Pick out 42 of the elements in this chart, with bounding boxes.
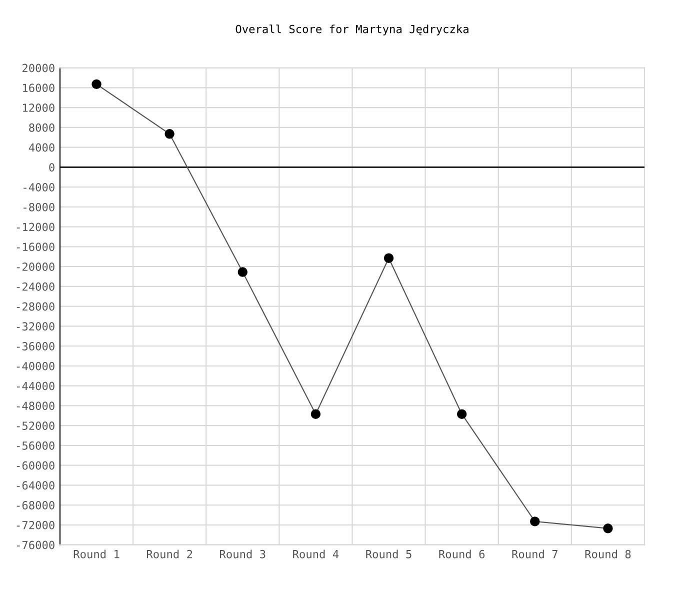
y-tick-label: 12000 xyxy=(23,104,54,112)
x-tick-label: Round 2 xyxy=(146,550,192,558)
y-tick-label: -44000 xyxy=(16,382,54,390)
chart-title: Overall Score for Martyna Jędryczka xyxy=(236,24,468,36)
y-tick-label: 0 xyxy=(49,163,54,172)
y-tick-label: -60000 xyxy=(16,461,54,470)
y-tick-label: -56000 xyxy=(16,441,54,450)
y-tick-label: -32000 xyxy=(16,322,54,331)
x-tick-label: Round 6 xyxy=(439,550,485,558)
y-tick-label: -36000 xyxy=(16,342,54,350)
y-tick-label: 20000 xyxy=(22,64,54,72)
y-tick-label: -12000 xyxy=(16,222,54,232)
y-tick-label: -64000 xyxy=(16,481,54,490)
point xyxy=(92,79,102,90)
y-tick-label: -76000 xyxy=(16,540,54,550)
y-tick-label: -72000 xyxy=(16,520,54,530)
y-tick-label: -16000 xyxy=(16,242,54,252)
y-tick-label: -52000 xyxy=(16,422,54,430)
y-tick-label: -28000 xyxy=(16,302,54,311)
x-tick-label: Round 4 xyxy=(293,550,339,558)
y-tick-label: 8000 xyxy=(29,123,54,132)
y-tick-label: 16000 xyxy=(23,84,54,92)
y-tick-label: -24000 xyxy=(16,282,54,291)
x-tick-label: Round 8 xyxy=(585,550,631,558)
point xyxy=(164,129,174,139)
x-tick-label: Round 1 xyxy=(74,550,120,558)
point xyxy=(238,267,248,277)
x-tick-label: Round 5 xyxy=(366,550,412,558)
y-tick-label: -40000 xyxy=(16,362,54,370)
x-tick-label: Round 7 xyxy=(512,550,558,558)
point xyxy=(603,524,613,534)
y-tick-label: -68000 xyxy=(16,501,54,510)
x-tick-label: Round 3 xyxy=(220,550,266,558)
y-tick-label: -8000 xyxy=(24,202,54,212)
y-tick-label: 4000 xyxy=(28,143,54,152)
y-tick-label: -20000 xyxy=(16,262,54,271)
point xyxy=(456,409,467,419)
point xyxy=(384,253,394,263)
y-tick-label: -48000 xyxy=(16,402,54,410)
point xyxy=(310,409,321,419)
point xyxy=(530,516,540,526)
y-tick-label: -4000 xyxy=(24,183,54,192)
